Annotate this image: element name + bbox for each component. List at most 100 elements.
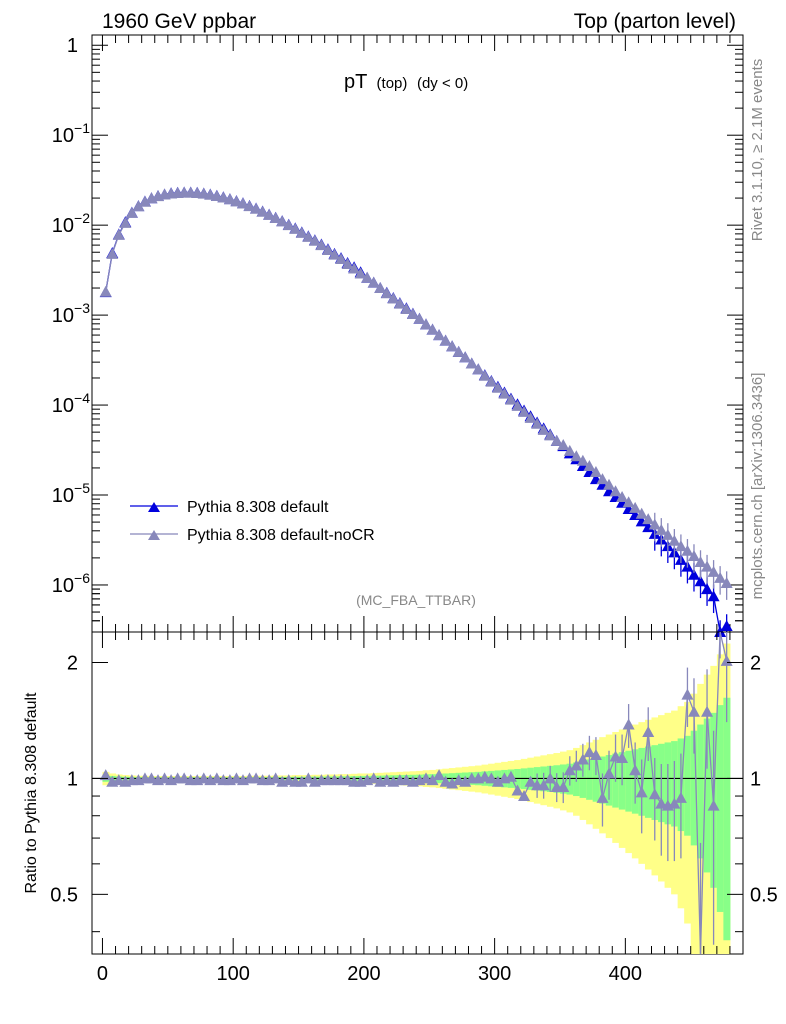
ratio-y-tick-label: 0.5 [50,884,78,906]
data-point [308,234,321,246]
ratio-y-tick-label: 1 [67,768,78,790]
data-point [243,200,256,212]
ratio-point [485,772,498,784]
mcplots-label: mcplots.cern.ch [arXiv:1306.3436] [749,373,766,600]
legend: Pythia 8.308 default Pythia 8.308 defaul… [130,499,375,544]
data-point [459,351,472,363]
ratio-point [295,775,308,787]
ratio-point [504,770,517,782]
data-point [544,429,557,441]
legend-label-default: Pythia 8.308 default [187,499,329,516]
ratio-point [511,784,524,796]
ratio-point [446,777,459,789]
data-point [655,523,668,535]
x-tick-label: 300 [478,963,511,985]
data-point [380,287,393,299]
main-title: pT (top) (dy < 0) [344,71,468,93]
legend-marker-default [148,502,160,512]
ratio-axis-ticks [92,632,743,954]
data-point [341,257,354,269]
data-point [714,571,727,583]
data-point [256,205,269,217]
x-tick-label: 400 [609,963,642,985]
uncertainty-band-green [586,759,594,800]
data-point [550,434,563,446]
ratio-point [596,791,609,803]
data-point [531,417,544,429]
data-point [511,399,524,411]
data-point [217,191,230,203]
data-point [576,454,589,466]
data-point [472,363,485,375]
data-point [537,423,550,435]
data-point [687,568,700,580]
data-point [230,195,243,207]
data-point [263,208,276,220]
data-point [629,501,642,513]
uncertainty-band-green [579,760,587,798]
ratio-point [544,772,557,784]
data-point [138,195,151,207]
ratio-point [583,746,596,758]
ratio-point [433,769,446,781]
data-point [433,329,446,341]
legend-label-nocr: Pythia 8.308 default-noCR [187,527,375,544]
x-tick-label: 0 [97,963,108,985]
data-point [557,438,570,450]
uncertainty-band-green [703,718,711,873]
y-tick-label: 10−3 [52,300,90,327]
data-point [132,200,145,212]
data-point [701,583,714,595]
data-point [589,466,602,478]
data-point [518,405,531,417]
ratio-point [537,779,550,791]
ratio-point [302,772,315,784]
main-series [99,186,733,637]
ratio-point [563,764,576,776]
data-point [603,478,616,490]
ratio-point [674,791,687,803]
data-point [276,215,289,227]
uncertainty-band-green [625,750,633,812]
ratio-point [524,775,537,787]
ratio-frame [91,631,744,955]
data-point [707,565,720,577]
x-tick-labels: 0 100 200 300 400 [97,963,642,985]
data-point [361,271,374,283]
data-point [119,216,132,228]
data-point [250,202,263,214]
ratio-point [707,799,720,811]
ratio-point [701,705,714,717]
ratio-point [603,767,616,779]
ratio-y-tick-label-right: 2 [750,652,761,674]
ratio-y-tick-label-right: 1 [750,768,761,790]
data-point [348,262,361,274]
data-point [335,253,348,265]
data-point [674,540,687,552]
data-point [112,228,125,240]
data-point [485,375,498,387]
data-point [452,345,465,357]
uncertainty-band-green [697,724,705,859]
y-tick-label: 10−5 [52,480,90,507]
uncertainty-band-green [716,705,724,912]
data-point [367,276,380,288]
data-point [354,267,367,279]
legend-marker-nocr [148,530,160,540]
ratio-point [622,718,635,730]
uncertainty-band-green [592,757,600,802]
ratio-point [459,775,472,787]
uncertainty-band-green [690,730,698,846]
data-point [720,577,733,589]
x-tick-label: 200 [347,963,380,985]
y-tick-label: 10−1 [52,120,90,147]
ratio-point [491,775,504,787]
ratio-point [589,749,602,761]
rivet-label: Rivet 3.1.10, ≥ 2.1M events [749,59,766,242]
series-line [105,191,728,584]
ratio-point [635,786,648,798]
data-point [648,518,661,530]
ratio-point [648,788,661,800]
data-point [236,197,249,209]
